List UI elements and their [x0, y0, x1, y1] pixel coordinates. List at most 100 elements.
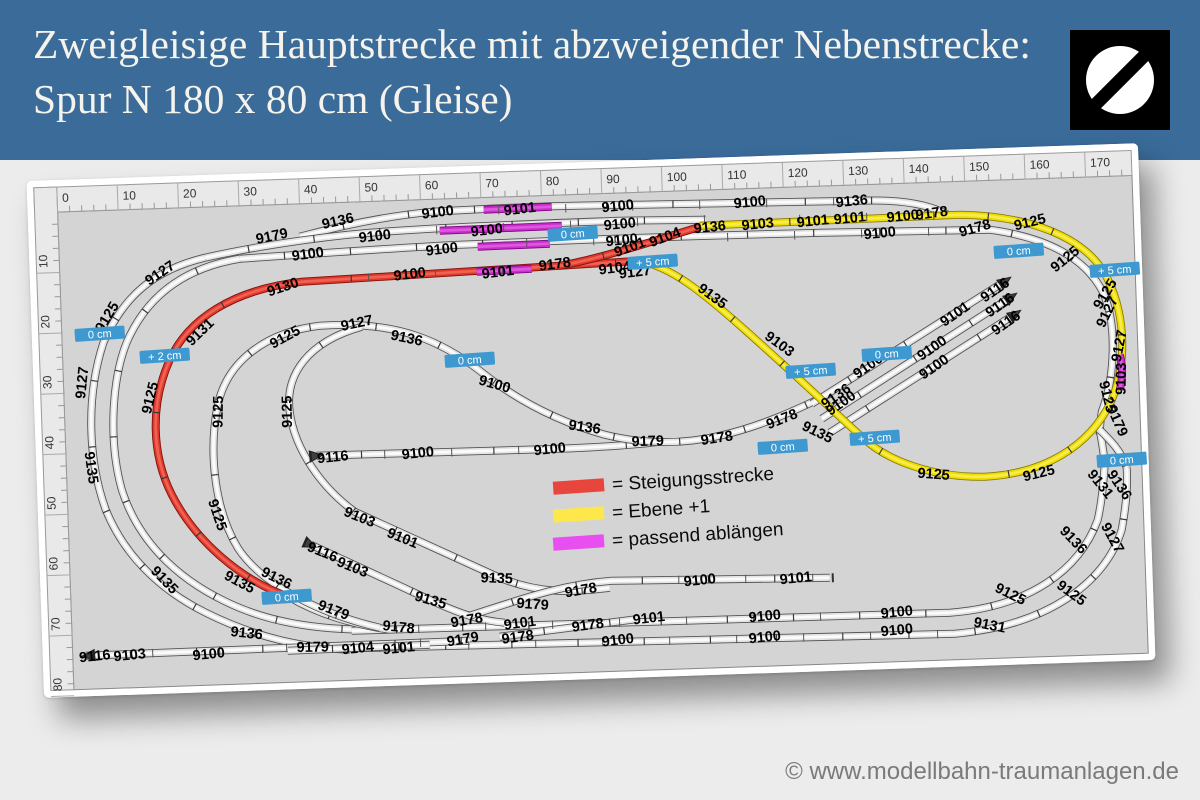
svg-text:9103: 9103	[1113, 362, 1130, 395]
svg-text:9178: 9178	[571, 616, 605, 636]
svg-text:9104: 9104	[598, 259, 632, 279]
svg-text:9135: 9135	[81, 451, 101, 485]
svg-text:9178: 9178	[538, 255, 572, 275]
svg-text:140: 140	[908, 161, 929, 176]
svg-text:9135: 9135	[480, 570, 513, 587]
svg-text:0 cm: 0 cm	[1007, 245, 1032, 259]
svg-text:9100: 9100	[748, 607, 782, 626]
svg-text:170: 170	[1090, 155, 1111, 170]
svg-text:30: 30	[40, 375, 54, 389]
svg-text:9179: 9179	[446, 629, 481, 650]
svg-text:9136: 9136	[835, 192, 869, 211]
svg-text:9104: 9104	[341, 639, 375, 658]
svg-text:20: 20	[183, 186, 197, 200]
svg-text:9125: 9125	[210, 396, 227, 429]
svg-text:9100: 9100	[605, 231, 639, 250]
svg-text:9100: 9100	[358, 227, 392, 247]
svg-text:9178: 9178	[382, 618, 416, 637]
svg-text:9136: 9136	[389, 328, 424, 350]
svg-text:0: 0	[62, 191, 69, 205]
svg-text:9125: 9125	[1012, 211, 1047, 234]
svg-text:+ 5 cm: + 5 cm	[636, 256, 670, 270]
svg-text:110: 110	[727, 168, 747, 183]
svg-text:9136: 9136	[230, 624, 264, 643]
svg-text:9125: 9125	[279, 395, 296, 428]
svg-text:9179: 9179	[296, 640, 329, 657]
svg-text:9101: 9101	[833, 209, 867, 228]
svg-text:70: 70	[48, 617, 62, 631]
svg-text:10: 10	[36, 254, 50, 268]
svg-text:9100: 9100	[192, 645, 226, 664]
svg-text:120: 120	[787, 165, 808, 180]
svg-text:9100: 9100	[748, 628, 782, 647]
svg-text:9125: 9125	[139, 380, 162, 415]
svg-text:9178: 9178	[700, 428, 734, 449]
svg-text:9136: 9136	[320, 210, 355, 233]
svg-text:9100: 9100	[733, 193, 767, 212]
svg-text:9116: 9116	[78, 647, 111, 666]
svg-text:100: 100	[667, 170, 688, 185]
svg-text:9101: 9101	[779, 569, 813, 588]
svg-text:80: 80	[50, 677, 64, 691]
svg-text:40: 40	[304, 182, 318, 196]
svg-text:9179: 9179	[631, 433, 664, 450]
svg-text:20: 20	[38, 315, 52, 329]
svg-text:0 cm: 0 cm	[770, 441, 795, 455]
svg-text:50: 50	[364, 180, 378, 194]
svg-text:9125: 9125	[917, 466, 950, 484]
svg-text:9101: 9101	[632, 609, 666, 629]
svg-text:9125: 9125	[1021, 462, 1056, 485]
svg-text:70: 70	[485, 176, 499, 190]
svg-text:9127: 9127	[1109, 329, 1131, 364]
svg-text:9101: 9101	[796, 212, 830, 231]
svg-text:0 cm: 0 cm	[274, 591, 299, 605]
svg-text:9100: 9100	[470, 221, 504, 241]
svg-text:9178: 9178	[450, 610, 485, 631]
svg-text:9101: 9101	[503, 614, 537, 634]
svg-text:9127: 9127	[73, 366, 92, 400]
svg-text:9100: 9100	[421, 203, 455, 223]
svg-text:9100: 9100	[886, 207, 920, 226]
svg-text:9100: 9100	[863, 224, 897, 243]
svg-text:9100: 9100	[880, 621, 914, 640]
svg-text:130: 130	[848, 163, 869, 178]
svg-text:9116: 9116	[316, 448, 349, 467]
svg-text:+ 2 cm: + 2 cm	[148, 350, 182, 364]
svg-text:9179: 9179	[516, 596, 549, 614]
svg-text:9178: 9178	[915, 204, 949, 224]
svg-text:9100: 9100	[291, 245, 325, 265]
svg-text:9100: 9100	[533, 440, 567, 459]
svg-text:9100: 9100	[603, 215, 637, 234]
svg-text:60: 60	[425, 178, 439, 192]
svg-text:9136: 9136	[567, 418, 601, 438]
svg-text:9100: 9100	[601, 197, 635, 216]
svg-text:+ 5 cm: + 5 cm	[1098, 264, 1132, 278]
svg-text:9101: 9101	[481, 263, 515, 283]
svg-text:9100: 9100	[401, 444, 435, 463]
svg-text:10: 10	[122, 188, 136, 202]
svg-text:9100: 9100	[601, 631, 635, 651]
svg-text:60: 60	[46, 556, 60, 570]
svg-text:9103: 9103	[741, 215, 775, 234]
svg-text:9101: 9101	[503, 200, 537, 220]
svg-text:9100: 9100	[683, 571, 717, 590]
svg-text:9100: 9100	[393, 265, 427, 285]
svg-text:9178: 9178	[501, 628, 535, 648]
svg-text:9136: 9136	[693, 218, 727, 237]
svg-text:+ 5 cm: + 5 cm	[794, 365, 828, 379]
svg-text:9101: 9101	[382, 639, 416, 658]
svg-text:0 cm: 0 cm	[1110, 454, 1135, 468]
svg-text:9100: 9100	[425, 240, 459, 260]
svg-text:9103: 9103	[113, 646, 147, 665]
svg-text:160: 160	[1029, 157, 1050, 172]
svg-text:9178: 9178	[564, 580, 599, 601]
svg-text:0 cm: 0 cm	[458, 354, 483, 368]
svg-text:80: 80	[546, 174, 560, 188]
svg-text:9125: 9125	[1095, 379, 1118, 414]
svg-text:0 cm: 0 cm	[875, 348, 900, 362]
svg-text:40: 40	[42, 436, 56, 450]
svg-text:0 cm: 0 cm	[560, 228, 585, 242]
svg-text:9127: 9127	[340, 313, 375, 335]
svg-text:90: 90	[606, 172, 620, 186]
svg-text:50: 50	[44, 496, 58, 510]
